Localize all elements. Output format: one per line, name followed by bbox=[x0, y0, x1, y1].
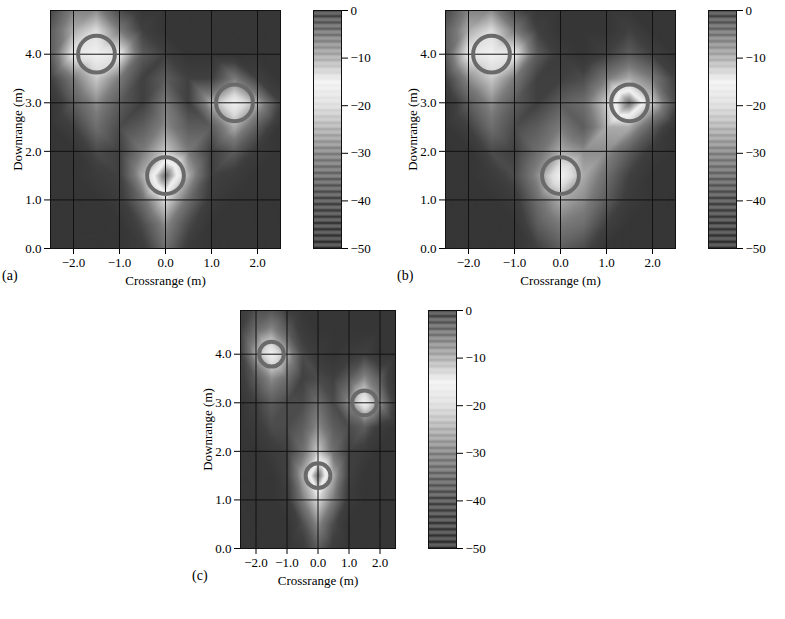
svg-text:4.0: 4.0 bbox=[420, 46, 436, 61]
svg-text:3.0: 3.0 bbox=[420, 95, 436, 110]
svg-text:Downrange (m): Downrange (m) bbox=[405, 88, 420, 171]
html-text:(a): (a) bbox=[2, 268, 18, 283]
svg-text:0.0: 0.0 bbox=[552, 255, 568, 270]
svg-text:−2.0: −2.0 bbox=[62, 255, 86, 270]
svg-text:−2.0: −2.0 bbox=[244, 555, 268, 570]
svg-text:Crossrange (m): Crossrange (m) bbox=[125, 273, 206, 288]
svg-text:1.0: 1.0 bbox=[420, 192, 436, 207]
svg-text:0: 0 bbox=[746, 3, 753, 18]
svg-text:2.0: 2.0 bbox=[372, 555, 388, 570]
svg-text:Downrange (m): Downrange (m) bbox=[200, 388, 215, 471]
svg-text:0: 0 bbox=[351, 3, 358, 18]
svg-text:0.0: 0.0 bbox=[310, 555, 326, 570]
svg-text:1.0: 1.0 bbox=[215, 492, 231, 507]
svg-text:−2.0: −2.0 bbox=[457, 255, 481, 270]
svg-text:2.0: 2.0 bbox=[644, 255, 660, 270]
svg-text:−30: −30 bbox=[746, 145, 766, 160]
html-text:(c): (c) bbox=[192, 568, 208, 583]
svg-text:−20: −20 bbox=[466, 398, 486, 413]
svg-text:3.0: 3.0 bbox=[25, 95, 41, 110]
svg-text:2.0: 2.0 bbox=[25, 144, 41, 159]
svg-text:−40: −40 bbox=[351, 193, 371, 208]
svg-text:−50: −50 bbox=[466, 541, 486, 556]
svg-text:−10: −10 bbox=[466, 350, 486, 365]
svg-text:−10: −10 bbox=[746, 50, 766, 65]
svg-text:4.0: 4.0 bbox=[25, 46, 41, 61]
html-text:(b): (b) bbox=[397, 268, 414, 283]
svg-text:−30: −30 bbox=[351, 145, 371, 160]
svg-text:−20: −20 bbox=[746, 98, 766, 113]
svg-text:0: 0 bbox=[466, 303, 473, 318]
svg-text:4.0: 4.0 bbox=[215, 346, 231, 361]
svg-text:−50: −50 bbox=[746, 241, 766, 256]
svg-text:−1.0: −1.0 bbox=[108, 255, 132, 270]
svg-text:1.0: 1.0 bbox=[203, 255, 219, 270]
svg-text:2.0: 2.0 bbox=[215, 444, 231, 459]
svg-text:0.0: 0.0 bbox=[215, 541, 231, 556]
svg-text:1.0: 1.0 bbox=[341, 555, 357, 570]
svg-text:2.0: 2.0 bbox=[249, 255, 265, 270]
svg-text:−40: −40 bbox=[466, 493, 486, 508]
svg-text:Crossrange (m): Crossrange (m) bbox=[278, 573, 359, 588]
svg-text:−10: −10 bbox=[351, 50, 371, 65]
svg-text:0.0: 0.0 bbox=[25, 241, 41, 256]
svg-text:−30: −30 bbox=[466, 445, 486, 460]
svg-text:Crossrange (m): Crossrange (m) bbox=[520, 273, 601, 288]
svg-text:0.0: 0.0 bbox=[157, 255, 173, 270]
svg-text:3.0: 3.0 bbox=[215, 395, 231, 410]
svg-text:−1.0: −1.0 bbox=[275, 555, 299, 570]
svg-text:−50: −50 bbox=[351, 241, 371, 256]
svg-text:2.0: 2.0 bbox=[420, 144, 436, 159]
svg-text:−40: −40 bbox=[746, 193, 766, 208]
svg-text:−1.0: −1.0 bbox=[503, 255, 527, 270]
svg-text:−20: −20 bbox=[351, 98, 371, 113]
svg-text:Downrange (m): Downrange (m) bbox=[10, 88, 25, 171]
svg-text:1.0: 1.0 bbox=[598, 255, 614, 270]
svg-text:1.0: 1.0 bbox=[25, 192, 41, 207]
svg-text:0.0: 0.0 bbox=[420, 241, 436, 256]
